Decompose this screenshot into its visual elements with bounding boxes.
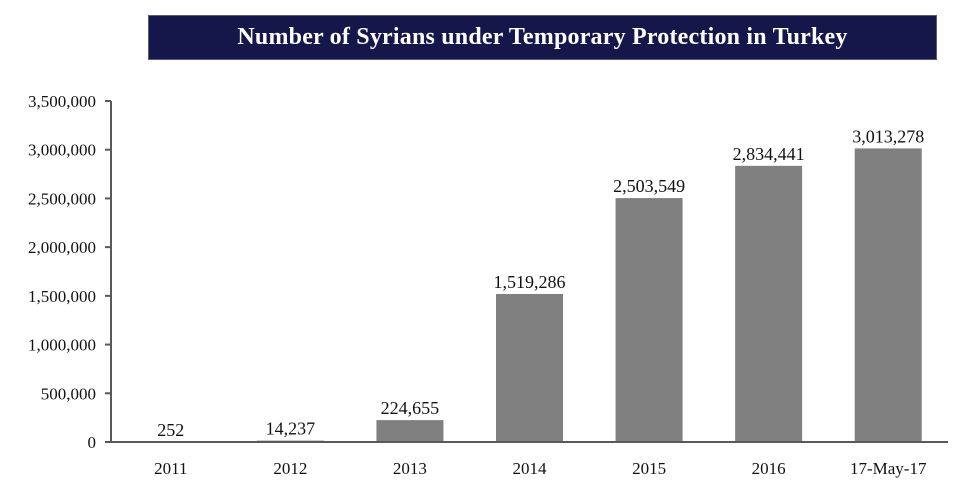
y-tick-label: 3,000,000 (28, 141, 96, 160)
bar-17-may-17 (854, 148, 922, 442)
data-labels: 252 14,237 224,655 1,519,286 2,503,549 2,834,… (157, 126, 924, 440)
data-label: 2,503,549 (613, 176, 685, 196)
x-tick-label: 2014 (513, 459, 548, 478)
bar-2013 (376, 420, 444, 442)
y-tick-label: 2,000,000 (28, 238, 96, 257)
x-tick-label: 2015 (632, 459, 666, 478)
bars (137, 148, 922, 442)
x-tick-label: 2016 (752, 459, 786, 478)
y-tick-label: 1,500,000 (28, 287, 96, 306)
y-tick-label: 1,000,000 (28, 336, 96, 355)
bar-2014 (496, 293, 563, 442)
x-axis-labels: 2011 2012 2013 2014 2015 2016 17-May-17 (154, 459, 927, 478)
x-tick-label: 17-May-17 (850, 459, 927, 478)
chart-title-banner: Number of Syrians under Temporary Protec… (148, 15, 937, 60)
x-tick-label: 2013 (393, 459, 427, 478)
data-label: 3,013,278 (852, 126, 924, 146)
y-tick-label: 500,000 (41, 384, 96, 403)
x-tick-label: 2011 (154, 459, 187, 478)
chart-title: Number of Syrians under Temporary Protec… (237, 24, 848, 50)
y-tick-label: 2,500,000 (28, 189, 96, 208)
y-tick-label: 3,500,000 (28, 92, 96, 111)
data-label: 224,655 (381, 398, 440, 418)
data-label: 14,237 (266, 419, 316, 439)
y-axis-ticks: 0 500,000 1,000,000 1,500,000 2,000,000 2,500… (28, 92, 111, 452)
data-label: 1,519,286 (494, 272, 566, 292)
bar-2016 (735, 165, 803, 442)
data-label: 252 (157, 420, 184, 440)
bar-2015 (615, 198, 683, 442)
data-label: 2,834,441 (733, 144, 805, 164)
y-tick-label: 0 (88, 433, 97, 452)
x-tick-label: 2012 (273, 459, 307, 478)
